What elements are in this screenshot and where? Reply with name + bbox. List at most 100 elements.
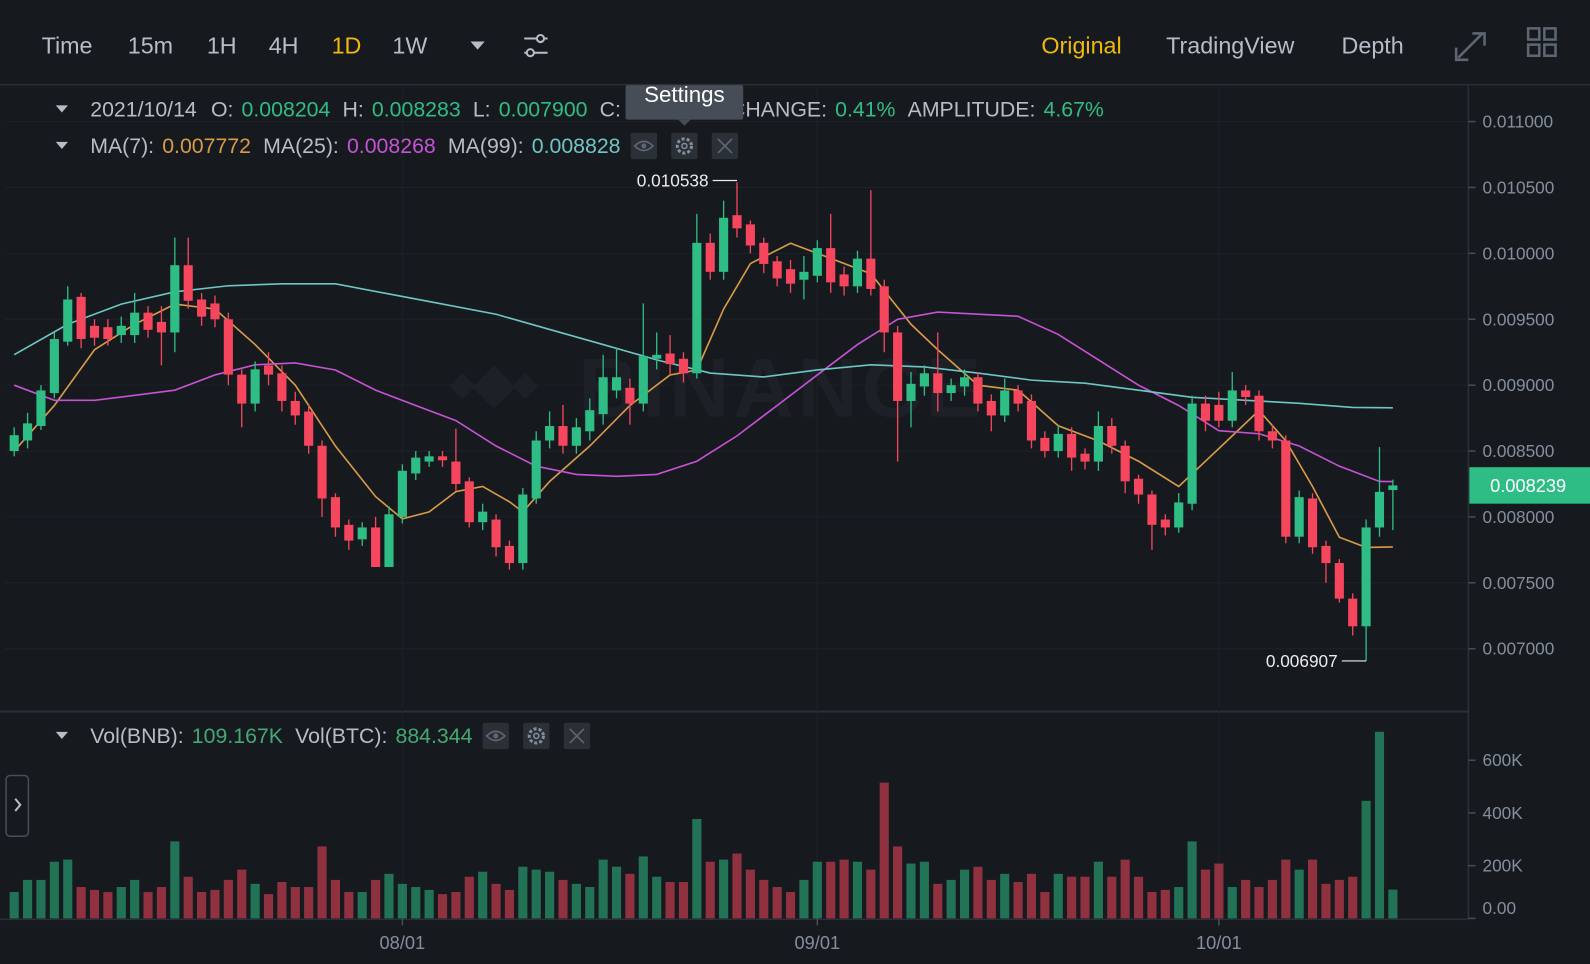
- candle-body: [451, 461, 461, 484]
- volume-bar: [478, 871, 488, 919]
- candle-body: [250, 369, 260, 404]
- volume-bar: [719, 859, 729, 919]
- last-price: 0.008239: [1490, 475, 1566, 496]
- view-tab[interactable]: Original: [1041, 33, 1121, 59]
- volume-bar: [103, 892, 113, 919]
- candle-body: [665, 353, 675, 365]
- legend-value: 0.007900: [499, 97, 588, 121]
- candle-body: [531, 440, 541, 499]
- settings-tooltip: Settings: [625, 82, 744, 126]
- candle-body: [411, 457, 421, 474]
- legend-label: L:: [473, 97, 491, 121]
- volume-bar: [1093, 861, 1103, 919]
- volume-bar: [250, 883, 260, 919]
- candle-body: [1388, 485, 1398, 491]
- volume-bar: [625, 873, 635, 919]
- volume-bar: [531, 869, 541, 919]
- side-panel-toggle[interactable]: [5, 774, 30, 838]
- candle-body: [9, 435, 19, 452]
- ma-legend-value: 0.008268: [347, 134, 436, 158]
- icon: [493, 733, 499, 739]
- legend-eye-button[interactable]: [482, 722, 509, 750]
- collapse-ma[interactable]: [55, 141, 68, 150]
- candle-body: [197, 299, 207, 317]
- candle-body: [1348, 598, 1358, 627]
- volume-bar: [183, 876, 193, 919]
- volume-bar: [357, 892, 367, 919]
- legend-settings-button[interactable]: [523, 722, 550, 750]
- candle-body: [1254, 395, 1264, 432]
- candle-body: [504, 545, 515, 564]
- volume-bar: [1348, 876, 1358, 919]
- interval-tab[interactable]: 15m: [128, 33, 173, 59]
- legend-settings-button[interactable]: [671, 132, 698, 160]
- volume-bar: [170, 841, 180, 919]
- candle-body: [263, 365, 274, 375]
- candle-body: [625, 387, 635, 404]
- volume-bar: [1147, 892, 1157, 919]
- legend-close-button[interactable]: [711, 132, 739, 160]
- candle-body: [464, 481, 474, 523]
- tooltip-arrow: [678, 119, 691, 126]
- volume-bar: [611, 866, 622, 919]
- volume-bar: [598, 859, 608, 919]
- candle-body: [76, 296, 86, 340]
- candle-body: [1026, 400, 1037, 441]
- candle-body: [692, 242, 702, 374]
- volume-bar: [839, 859, 849, 919]
- candle-body: [652, 354, 662, 359]
- candle-body: [705, 242, 715, 272]
- volume-bar: [745, 869, 755, 919]
- candle-body: [1174, 502, 1184, 528]
- candle-body: [959, 377, 970, 387]
- candle-body: [277, 373, 287, 401]
- volume-bar: [1307, 859, 1318, 919]
- view-tab[interactable]: Depth: [1342, 33, 1404, 59]
- interval-tab[interactable]: Time: [42, 33, 93, 59]
- volume-bar: [237, 869, 247, 919]
- volume-bar: [1133, 876, 1144, 919]
- volume-bar: [371, 879, 381, 919]
- icon: [569, 728, 585, 744]
- layout-grid[interactable]: [1526, 27, 1557, 58]
- candle-body: [906, 383, 916, 401]
- volume-bar: [1053, 873, 1063, 919]
- view-tab[interactable]: TradingView: [1166, 33, 1294, 59]
- collapse-volume[interactable]: [55, 731, 68, 739]
- volume-bar: [1214, 863, 1224, 919]
- candle-body: [866, 258, 876, 289]
- interval-tab[interactable]: 1W: [392, 33, 427, 59]
- grid: [5, 86, 1469, 919]
- candle-body: [103, 327, 113, 340]
- candle-body: [1200, 403, 1211, 421]
- candle-body: [437, 456, 448, 461]
- candle-body: [558, 425, 568, 446]
- candle-body: [1294, 497, 1304, 537]
- volume-bar: [919, 861, 929, 919]
- legend-label: AMPLITUDE:: [908, 97, 1036, 121]
- ma-line: [13, 311, 1393, 483]
- interval-tab[interactable]: 1D: [332, 33, 362, 59]
- interval-tab[interactable]: 4H: [269, 33, 299, 59]
- collapse-legend[interactable]: [55, 105, 68, 113]
- volume-bar: [23, 879, 33, 919]
- icon: [641, 143, 647, 149]
- volume-bar: [1334, 879, 1344, 919]
- fullscreen[interactable]: [1454, 32, 1486, 62]
- candle-body: [1053, 433, 1063, 452]
- candle-body: [424, 456, 434, 462]
- volume-bar: [812, 861, 822, 919]
- legend-close-button[interactable]: [563, 722, 591, 750]
- volume-bar: [411, 887, 421, 919]
- volume-bar: [1294, 869, 1304, 919]
- legend-eye-button[interactable]: [630, 132, 658, 160]
- candle-body: [1307, 498, 1318, 548]
- indicator-settings[interactable]: [524, 33, 548, 58]
- candle-body: [852, 258, 863, 287]
- more-intervals[interactable]: [470, 41, 485, 50]
- legend-label: O:: [211, 97, 233, 121]
- volume-bar: [759, 879, 769, 919]
- icon-box: [671, 132, 698, 160]
- interval-tab[interactable]: 1H: [207, 33, 237, 59]
- ma-legend-value: 0.008828: [532, 134, 621, 158]
